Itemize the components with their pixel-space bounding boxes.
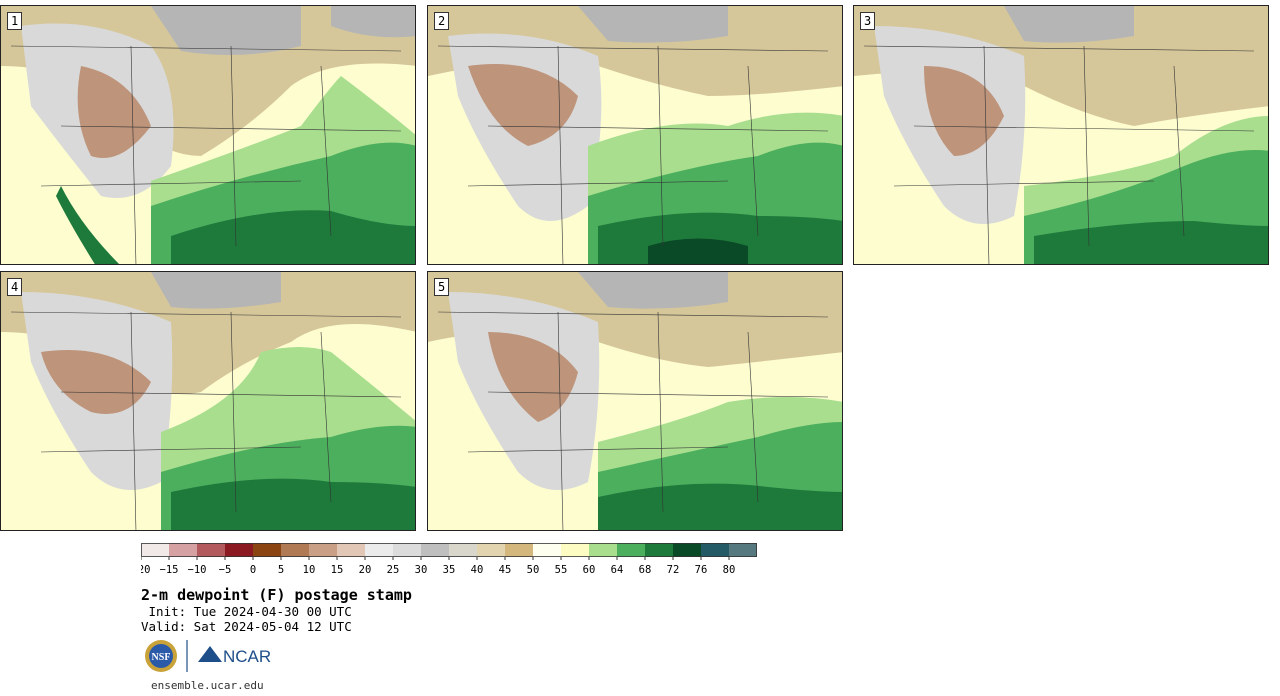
colorbar-tick-label: 40 xyxy=(471,564,484,576)
init-time: Init: Tue 2024-04-30 00 UTC xyxy=(141,604,352,619)
colorbar-tick-label: 76 xyxy=(695,564,708,576)
colorbar-tick-label: 35 xyxy=(443,564,456,576)
colorbar-swatch xyxy=(505,543,533,557)
colorbar-tick-label: 72 xyxy=(667,564,680,576)
colorbar-tick-label: 30 xyxy=(415,564,428,576)
colorbar-tick-label: 20 xyxy=(359,564,372,576)
title-block: 2-m dewpoint (F) postage stamp Init: Tue… xyxy=(141,586,412,634)
colorbar-tick-label: −10 xyxy=(188,564,207,576)
panel-label-2: 2 xyxy=(434,12,450,30)
colorbar-swatch xyxy=(309,543,337,557)
dewpoint-map-4 xyxy=(1,272,415,530)
map-panel-4: 4 xyxy=(0,271,416,531)
colorbar-swatch xyxy=(421,543,449,557)
site-url: ensemble.ucar.edu xyxy=(151,679,264,692)
panel-label-1: 1 xyxy=(7,12,23,30)
dewpoint-map-5 xyxy=(428,272,842,530)
panel-label-5: 5 xyxy=(434,278,450,296)
colorbar-swatch xyxy=(617,543,645,557)
colorbar-swatch xyxy=(365,543,393,557)
colorbar-tick-label: 50 xyxy=(527,564,540,576)
colorbar-tick-label: 60 xyxy=(583,564,596,576)
colorbar-swatch xyxy=(729,543,757,557)
colorbar-swatch xyxy=(393,543,421,557)
nsf-logo-icon: NSF xyxy=(145,640,177,672)
dewpoint-map-1 xyxy=(1,6,415,264)
logos: NSF NCAR xyxy=(145,640,271,672)
colorbar-tick-label: 15 xyxy=(331,564,344,576)
colorbar-tick-label: 68 xyxy=(639,564,652,576)
colorbar-swatch xyxy=(253,543,281,557)
map-panel-3: 3 xyxy=(853,5,1269,265)
colorbar-swatch xyxy=(645,543,673,557)
colorbar-tick-label: 10 xyxy=(303,564,316,576)
dewpoint-map-2 xyxy=(428,6,842,264)
colorbar-tick-label: −5 xyxy=(219,564,232,576)
colorbar-swatch xyxy=(533,543,561,557)
map-panel-1: 1 xyxy=(0,5,416,265)
map-panel-5: 5 xyxy=(427,271,843,531)
colorbar-tick-label: −15 xyxy=(160,564,179,576)
colorbar-swatch xyxy=(477,543,505,557)
valid-time: Valid: Sat 2024-05-04 12 UTC xyxy=(141,619,352,634)
colorbar-swatch xyxy=(561,543,589,557)
svg-text:NSF: NSF xyxy=(152,652,171,663)
map-panel-2: 2 xyxy=(427,5,843,265)
colorbar-swatch xyxy=(281,543,309,557)
colorbar-swatch xyxy=(673,543,701,557)
colorbar-tick-label: 64 xyxy=(611,564,624,576)
ncar-logo-icon: NCAR xyxy=(198,646,271,666)
colorbar-swatch xyxy=(197,543,225,557)
panel-label-3: 3 xyxy=(860,12,876,30)
colorbar-tick-label: 0 xyxy=(250,564,256,576)
chart-title: 2-m dewpoint (F) postage stamp xyxy=(141,586,412,604)
colorbar-swatch xyxy=(449,543,477,557)
colorbar-tick-label: −20 xyxy=(141,564,150,576)
colorbar-swatch xyxy=(589,543,617,557)
colorbar-swatch xyxy=(169,543,197,557)
colorbar-swatch xyxy=(141,543,169,557)
colorbar-tick-label: 5 xyxy=(278,564,284,576)
svg-text:NCAR: NCAR xyxy=(223,647,271,666)
dewpoint-map-3 xyxy=(854,6,1268,264)
colorbar-border xyxy=(141,543,757,557)
colorbar-tick-label: 45 xyxy=(499,564,512,576)
dewpoint-colorbar: −20 −15 −10 −5 0 5 10 15 20 25 30 35 40 45 50 55 60 64 68 7… xyxy=(141,543,757,576)
colorbar-swatch xyxy=(701,543,729,557)
panel-label-4: 4 xyxy=(7,278,23,296)
colorbar-tick-label: 25 xyxy=(387,564,400,576)
colorbar-swatch xyxy=(337,543,365,557)
colorbar-tick-label: 80 xyxy=(723,564,736,576)
colorbar-swatch xyxy=(225,543,253,557)
colorbar-tick-label: 55 xyxy=(555,564,568,576)
